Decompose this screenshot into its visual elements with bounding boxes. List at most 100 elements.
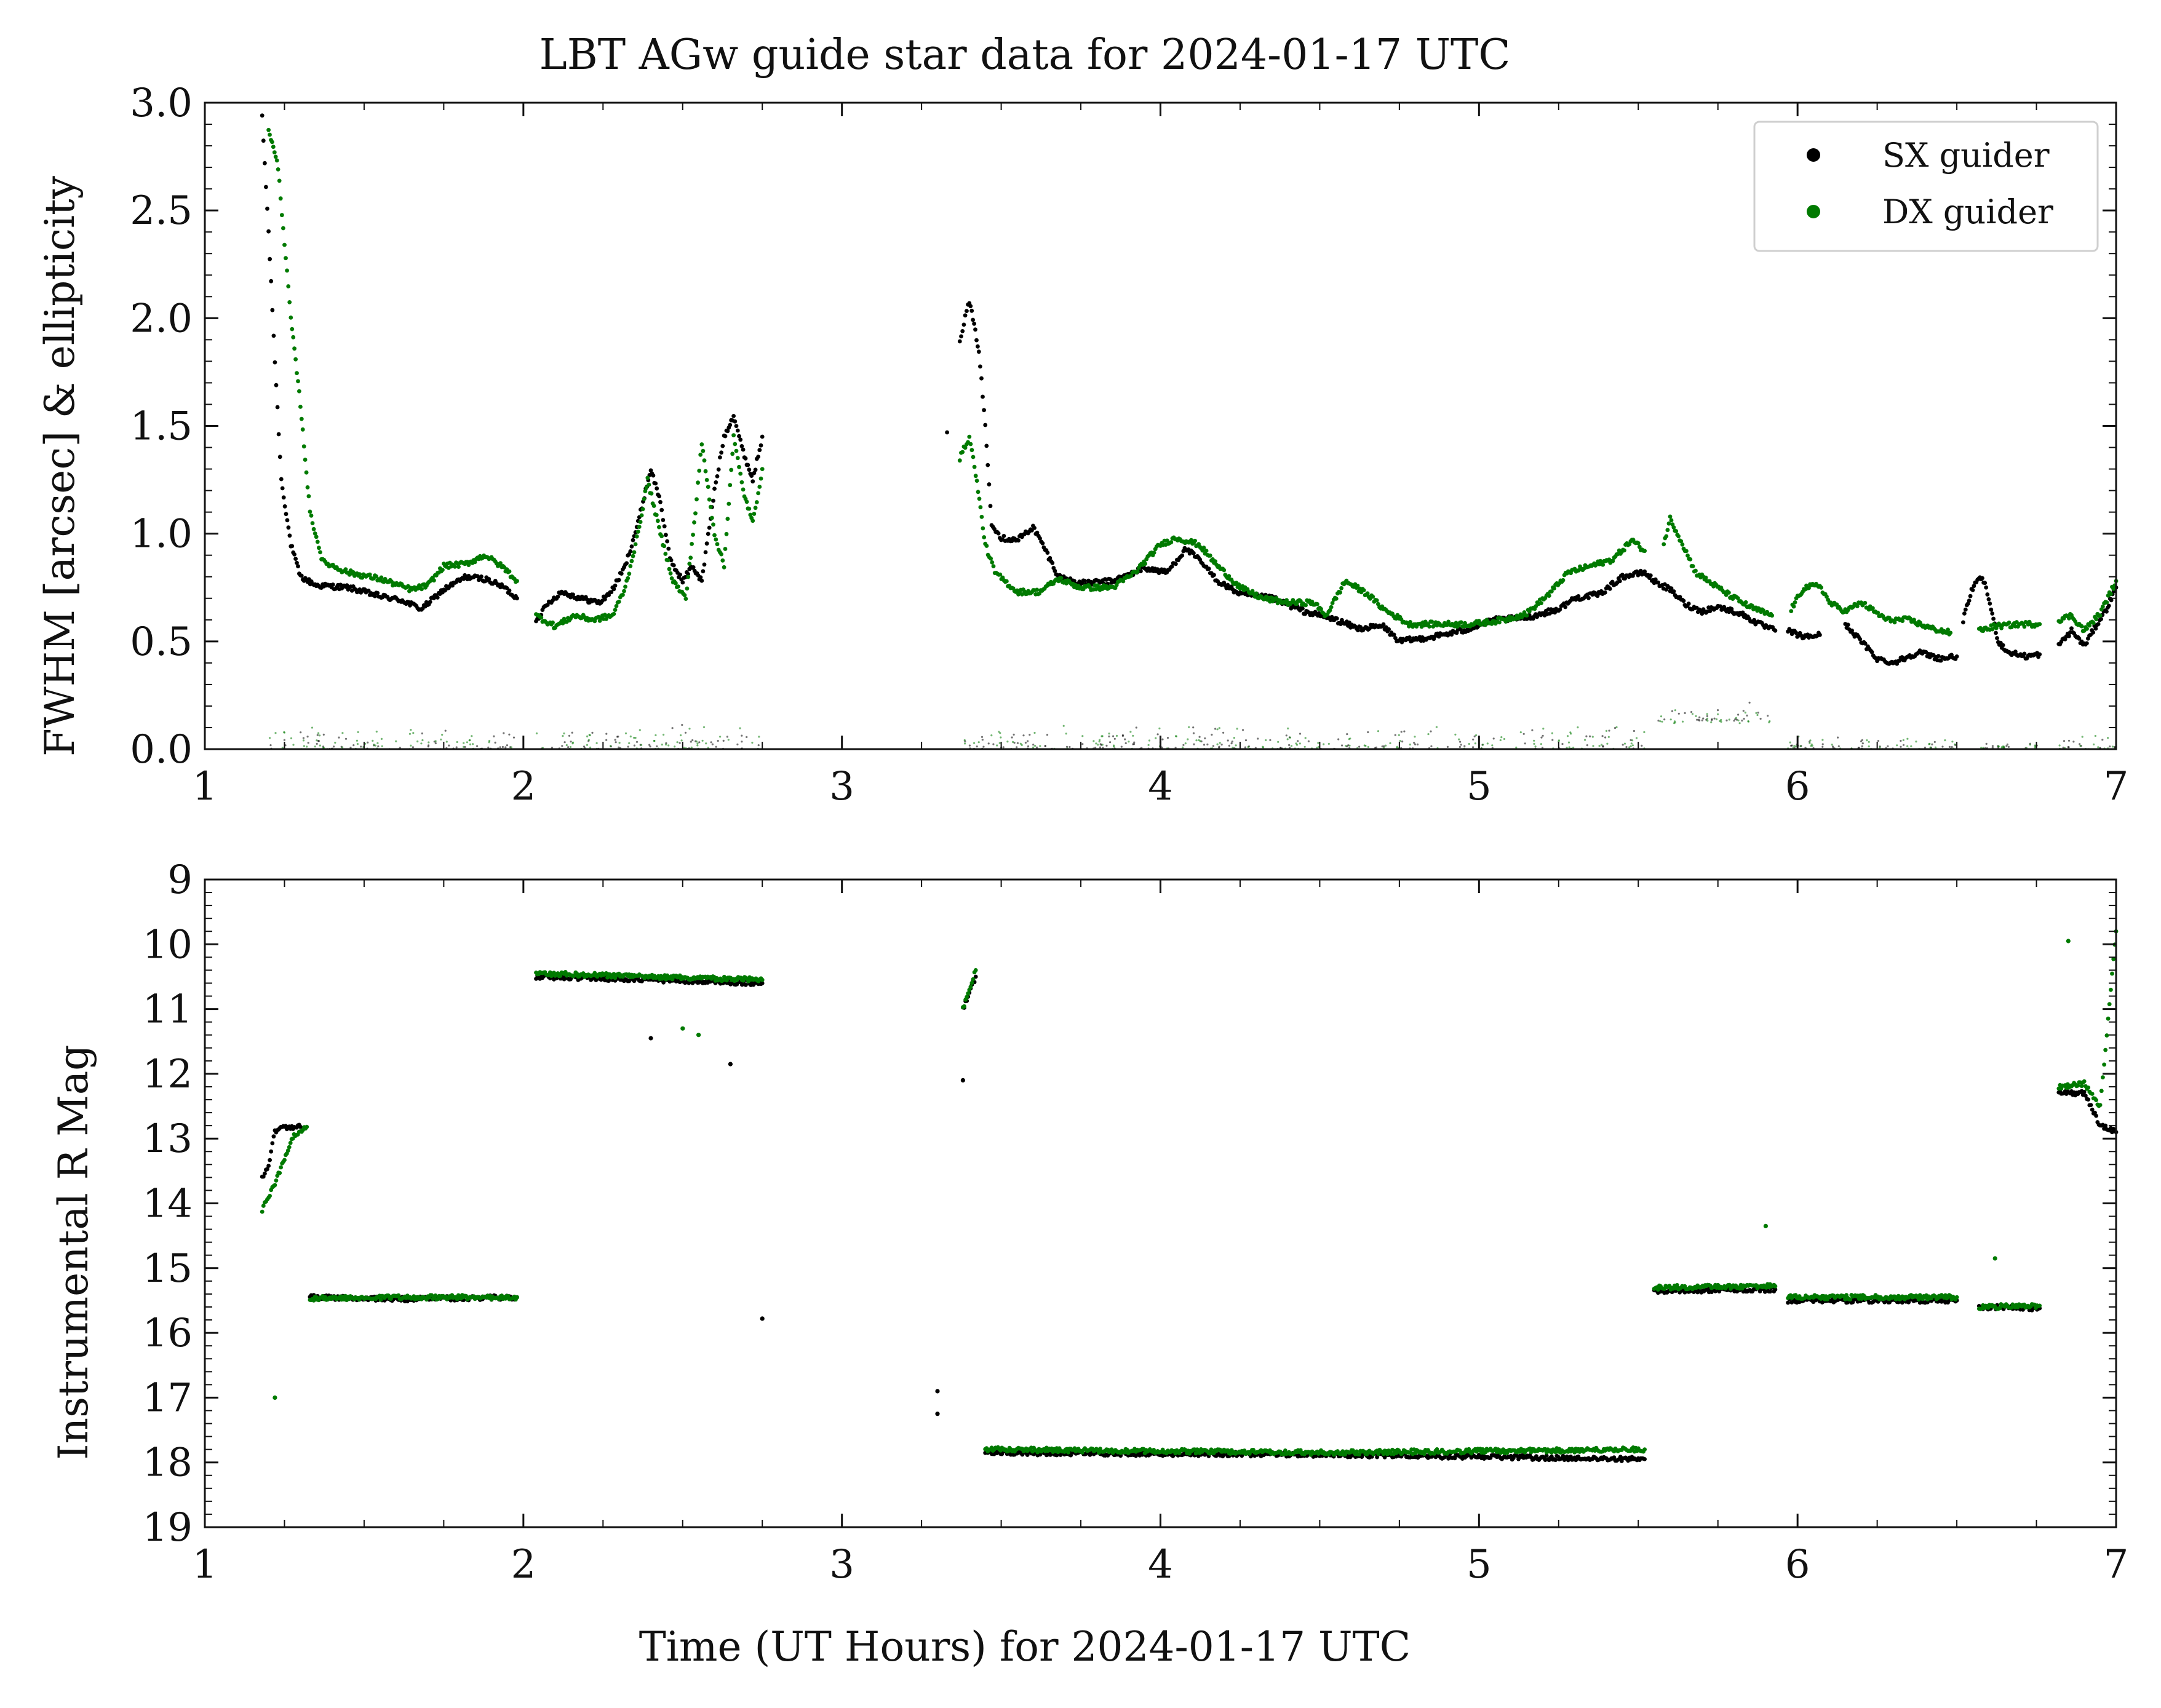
data-point [627, 571, 632, 576]
ellipticity-point [1591, 736, 1594, 738]
data-point [731, 433, 736, 438]
data-point [690, 542, 694, 546]
ellipticity-point [992, 743, 995, 745]
data-point [635, 530, 640, 534]
ellipticity-point [269, 744, 272, 747]
data-point [1037, 591, 1042, 596]
ellipticity-point [1810, 745, 1812, 747]
ellipticity-point [1257, 737, 1259, 740]
data-point [428, 600, 432, 605]
data-point [701, 448, 706, 453]
data-point [2037, 622, 2042, 627]
ellipticity-point [2109, 745, 2111, 748]
ellipticity-point [1187, 738, 1189, 741]
ellipticity-point [702, 726, 706, 728]
data-point [1946, 627, 1951, 632]
data-point [268, 1158, 272, 1162]
data-point [654, 512, 659, 517]
ellipticity-point [1570, 733, 1572, 735]
ellipticity-point [504, 746, 507, 749]
data-point [1938, 658, 1943, 663]
data-point [754, 500, 759, 504]
ellipticity-point [306, 745, 308, 748]
ellipticity-point [1348, 744, 1351, 747]
magnitude-data-marks [260, 929, 2119, 1463]
ellipticity-point [2067, 746, 2070, 749]
ellipticity-point [1821, 739, 1824, 741]
y-tick-label: 1.5 [130, 404, 193, 450]
ellipticity-point [374, 744, 376, 747]
ellipticity-point [311, 726, 314, 729]
ellipticity-point [1671, 710, 1674, 712]
ellipticity-point [2101, 739, 2104, 741]
data-point [2094, 617, 2099, 622]
data-point [669, 558, 674, 563]
data-point [266, 229, 271, 234]
ellipticity-point [1227, 739, 1229, 742]
ellipticity-point [2006, 743, 2008, 745]
data-point [1936, 654, 1941, 659]
ellipticity-point [468, 739, 471, 742]
ellipticity-point [1746, 714, 1748, 717]
ellipticity-point [1341, 744, 1343, 747]
data-point [753, 467, 758, 472]
ellipticity-point [1674, 721, 1676, 724]
data-point [2109, 598, 2114, 603]
data-point [978, 364, 982, 369]
data-point [1680, 542, 1685, 547]
data-point [973, 327, 977, 332]
ellipticity-point [1218, 745, 1220, 748]
data-point [268, 132, 272, 137]
data-point [270, 140, 274, 145]
ellipticity-point [649, 745, 651, 748]
ellipticity-point [1661, 720, 1663, 723]
ellipticity-point [1877, 740, 1880, 742]
data-point [1601, 562, 1606, 567]
data-point [1339, 586, 1344, 590]
data-point [2007, 620, 2012, 625]
data-point [1338, 590, 1343, 595]
data-point [645, 475, 650, 480]
ellipticity-point [1367, 745, 1369, 749]
ellipticity-point [629, 735, 632, 737]
data-point [263, 1171, 267, 1176]
ellipticity-point [508, 733, 511, 736]
ellipticity-point [1631, 744, 1634, 747]
data-point [274, 158, 279, 163]
ellipticity-point [1216, 743, 1219, 745]
data-point [1665, 528, 1670, 533]
data-point [702, 562, 707, 567]
data-point [263, 161, 267, 165]
ellipticity-point [1861, 745, 1863, 747]
ellipticity-point [758, 736, 760, 738]
ellipticity-point [1615, 726, 1618, 728]
data-point [1826, 597, 1831, 602]
data-point [1459, 620, 1463, 625]
data-point [1662, 542, 1666, 547]
data-point [2013, 649, 2018, 654]
data-point [616, 578, 621, 582]
ellipticity-point [1399, 740, 1401, 742]
data-point [712, 533, 717, 538]
data-point [957, 339, 962, 344]
data-point [1770, 613, 1775, 618]
data-point [735, 456, 740, 461]
outlier-point [648, 1036, 653, 1041]
ellipticity-point [563, 732, 565, 735]
data-point [1669, 586, 1674, 590]
data-point [260, 1209, 265, 1214]
data-point [287, 1145, 292, 1150]
ellipticity-point [1607, 736, 1610, 738]
data-point [2067, 616, 2071, 621]
data-point [1679, 539, 1684, 544]
ellipticity-point [1542, 734, 1544, 737]
data-point [1082, 579, 1087, 583]
data-point [2098, 613, 2103, 618]
ellipticity-point [317, 732, 320, 734]
data-point [555, 594, 560, 599]
ellipticity-point [2058, 744, 2061, 747]
y-tick-label: 3.0 [130, 81, 193, 126]
data-point [1327, 608, 1332, 613]
data-point [1972, 584, 1976, 589]
ellipticity-point [1625, 746, 1628, 749]
